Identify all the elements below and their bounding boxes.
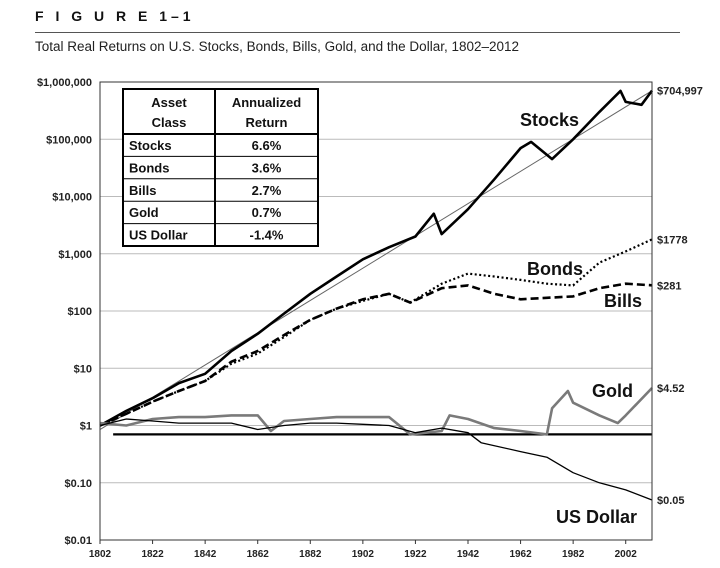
table-cell-return: 0.7% xyxy=(252,205,282,220)
series-line-bills xyxy=(99,282,653,427)
end-value-label: $4.52 xyxy=(657,383,685,395)
y-tick-label: $1 xyxy=(80,421,92,433)
table-frame xyxy=(122,88,319,247)
y-tick-label: $10 xyxy=(74,363,92,375)
x-tick-label: 2002 xyxy=(615,549,638,560)
y-tick-label: $0.10 xyxy=(64,478,92,490)
series-lines xyxy=(99,89,654,501)
x-axis-ticks: 1802 1822 1842 1862 1882 1902 1922 1942 1962 1982… xyxy=(89,540,637,560)
end-value-label: $1778 xyxy=(657,234,688,246)
table-cell-asset: Stocks xyxy=(129,138,172,153)
title-rule xyxy=(35,32,680,33)
y-tick-label: $100 xyxy=(68,306,92,318)
series-line-gold xyxy=(99,387,653,436)
series-name-label: Gold xyxy=(592,381,633,401)
series-name-label: Stocks xyxy=(520,110,579,130)
y-axis-ticks: $1,000,000 $100,000 $10,000 $1,000 $100 $10 $1… xyxy=(37,77,92,547)
table-cell-asset: Bonds xyxy=(129,160,169,175)
plot-frame xyxy=(99,81,653,541)
table-cell-asset: Bills xyxy=(129,183,156,198)
x-tick-label: 1822 xyxy=(141,549,164,560)
series-name-label: US Dollar xyxy=(556,507,637,527)
table-cell-return: -1.4% xyxy=(250,228,284,243)
x-tick-label: 1842 xyxy=(194,549,217,560)
stocks-trend-line xyxy=(99,90,653,430)
end-value-label: $704,997 xyxy=(657,86,703,98)
table-cell-asset: US Dollar xyxy=(129,228,188,243)
returns-table: Asset Class Annualized Return Stocks 6.6% Bond… xyxy=(122,88,319,247)
series-labels: $704,997 $1778 $281 $4.52 $0.05 Stocks Bonds Bi… xyxy=(520,86,703,527)
x-tick-label: 1922 xyxy=(404,549,427,560)
x-tick-label: 1962 xyxy=(509,549,532,560)
end-value-label: $0.05 xyxy=(657,495,685,507)
end-value-label: $281 xyxy=(657,280,681,292)
figure-title: Total Real Returns on U.S. Stocks, Bonds… xyxy=(35,39,520,54)
y-tick-label: $10,000 xyxy=(52,192,92,204)
x-tick-label: 1942 xyxy=(457,549,480,560)
x-tick-label: 1982 xyxy=(562,549,585,560)
x-tick-label: 1882 xyxy=(299,549,322,560)
y-tick-label: $0.01 xyxy=(64,535,92,547)
table-cell-asset: Gold xyxy=(129,205,159,220)
table-cell-return: 2.7% xyxy=(252,183,282,198)
table-cell-return: 3.6% xyxy=(252,160,282,175)
y-tick-label: $1,000,000 xyxy=(37,77,92,89)
series-line-stocks xyxy=(99,89,654,427)
series-name-label: Bills xyxy=(604,291,642,311)
y-tick-label: $100,000 xyxy=(46,134,92,146)
series-name-label: Bonds xyxy=(527,259,583,279)
table-header: Asset Class xyxy=(151,95,187,130)
x-tick-label: 1862 xyxy=(247,549,270,560)
x-tick-label: 1802 xyxy=(89,549,112,560)
table-header: Annualized Return xyxy=(232,95,301,130)
series-line-us-dollar xyxy=(99,418,653,501)
y-tick-label: $1,000 xyxy=(58,249,92,261)
table-cell-return: 6.6% xyxy=(252,138,282,153)
x-tick-label: 1902 xyxy=(352,549,375,560)
figure-label: F I G U R E 1–1 xyxy=(35,8,195,24)
